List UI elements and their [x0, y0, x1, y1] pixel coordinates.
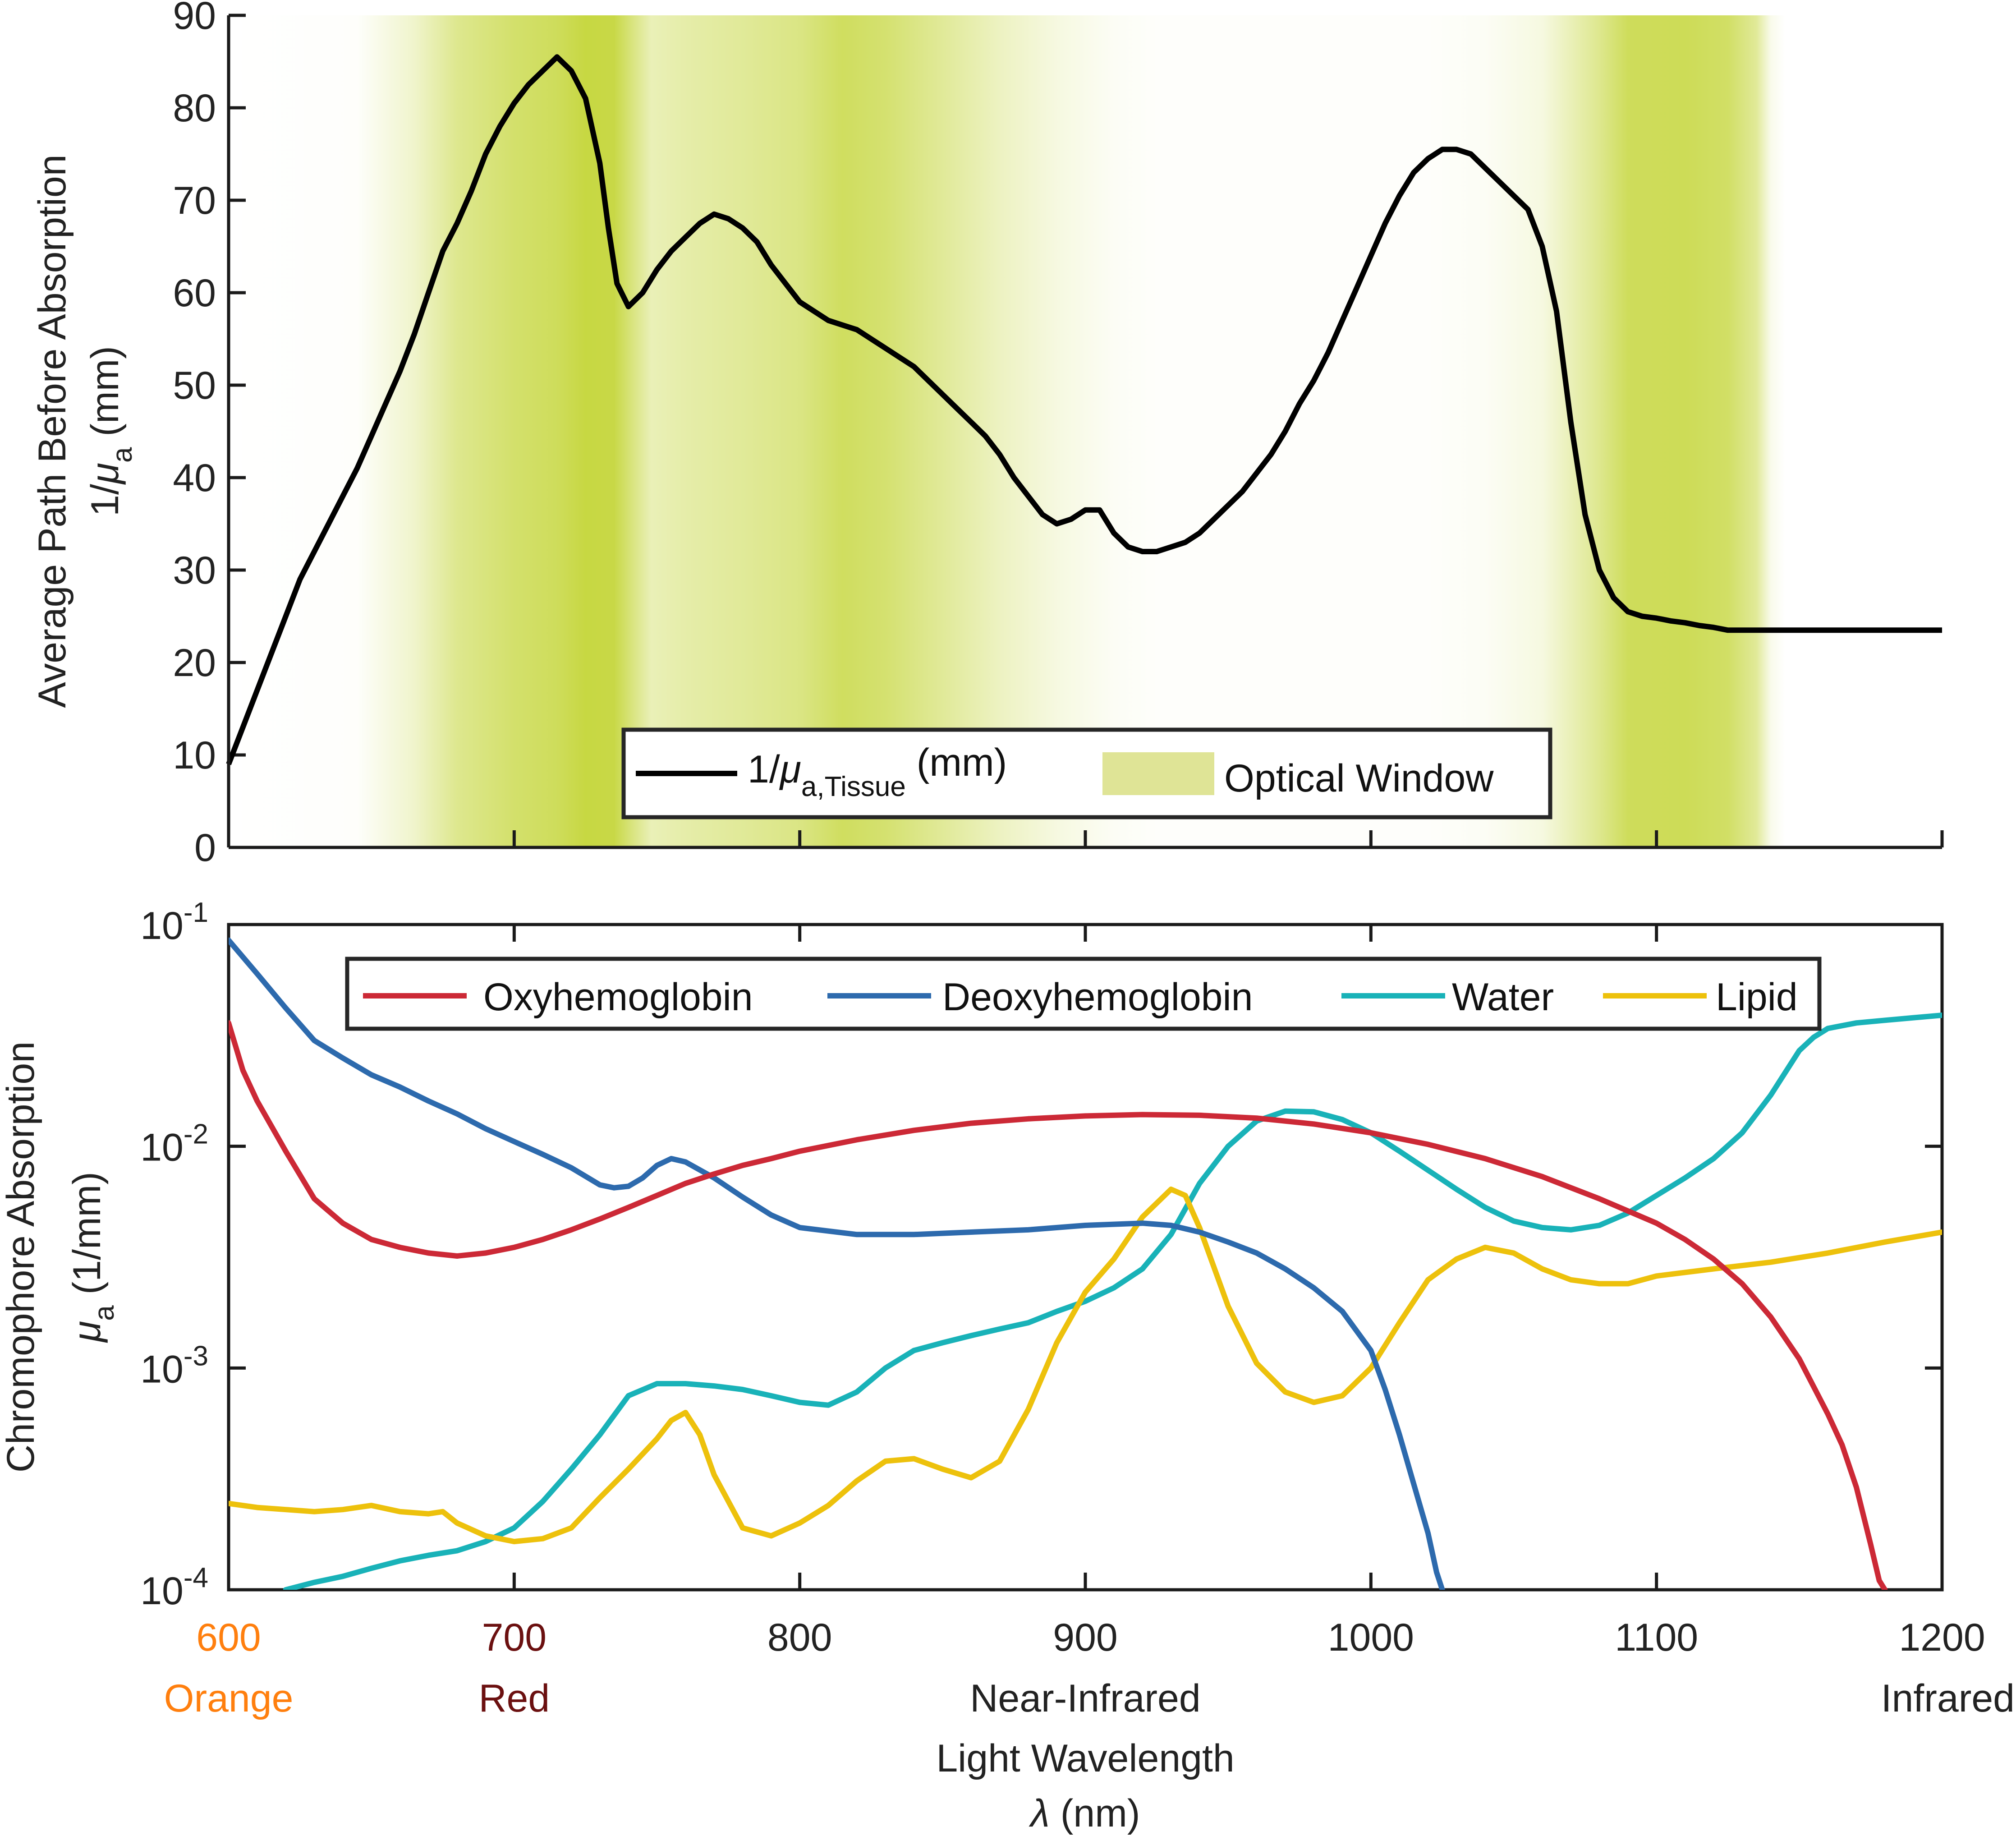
bottom-y-tick-label: 10-1 [140, 897, 208, 948]
legend-oxy-label: Oxyhemoglobin [483, 976, 753, 1019]
legend-water-label: Water [1452, 976, 1554, 1019]
top-y-tick-label: 60 [173, 271, 216, 315]
legend-tissue-label: 1/μa,Tissue (mm) [748, 741, 1007, 802]
xlabel-suffix: (nm) [1050, 1792, 1140, 1835]
top-legend-box [621, 727, 1552, 819]
bottom-y-tick-label: 10-2 [140, 1119, 208, 1169]
spectral-region-labels: Orange Red Near-Infrared Infrared [164, 1677, 2015, 1720]
x-tick-label: 900 [1053, 1616, 1118, 1659]
x-axis-title: Light Wavelength [936, 1737, 1234, 1780]
lipid-line [229, 1187, 1942, 1545]
bottom-x-tick-labels: 600 700 800 900 1000 1100 1200 [196, 1616, 1985, 1659]
top-y-tick-label: 20 [173, 641, 216, 685]
legend-window-label: Optical Window [1224, 757, 1494, 800]
x-tick-label: 700 [482, 1616, 547, 1659]
bottom-y-tick-labels: 10-410-310-210-1 [140, 897, 208, 1613]
bottom-legend-box [345, 957, 1822, 1031]
legend-window-swatch [1102, 752, 1214, 795]
bottom-legend: Oxyhemoglobin Deoxyhemoglobin Water Lipi… [345, 957, 1822, 1031]
chromophore-series [229, 937, 1942, 1590]
tick-exponent: -3 [184, 1340, 208, 1371]
bottom-y-axis-title: Chromophore Absorption [0, 1041, 42, 1472]
bottom-ylabel-mu: μ [65, 1321, 109, 1343]
tick-base: 10 [140, 904, 184, 948]
legend-lipid-label: Lipid [1716, 976, 1798, 1019]
top-y-tick-label: 30 [173, 549, 216, 592]
optical-window-band [229, 15, 1942, 847]
tick-base: 10 [140, 1569, 184, 1613]
top-y-tick-label: 70 [173, 179, 216, 222]
deoxyhemoglobin-line [229, 937, 1445, 1590]
top-y-axis-title: Average Path Before Absorption [31, 154, 74, 708]
oxyhemoglobin-line [229, 1020, 1888, 1590]
tick-exponent: -1 [184, 897, 208, 928]
top-ylabel-mu: μ [83, 463, 127, 485]
bottom-y-axis-title-unit: μa (1/mm) [65, 1172, 120, 1343]
top-y-tick-label: 90 [173, 0, 216, 37]
top-axis-ticks [229, 14, 1944, 849]
top-y-tick-labels: 0 10 20 30 40 50 60 70 80 90 [173, 0, 216, 870]
x-tick-label: 1200 [1899, 1616, 1985, 1659]
top-ylabel-prefix: 1/ [83, 484, 127, 516]
x-tick-label: 600 [196, 1616, 261, 1659]
legend-tissue-sub: a,Tissue [801, 771, 906, 802]
bottom-y-tick-label: 10-4 [140, 1562, 208, 1613]
top-y-tick-label: 40 [173, 456, 216, 500]
bottom-ylabel-suffix: (1/mm) [65, 1172, 109, 1305]
bottom-y-tick-label: 10-3 [140, 1340, 208, 1391]
legend-deoxy-label: Deoxyhemoglobin [942, 976, 1253, 1019]
tick-base: 10 [140, 1126, 184, 1169]
tick-base: 10 [140, 1348, 184, 1391]
top-y-tick-label: 50 [173, 364, 216, 407]
x-tick-label: 1100 [1615, 1616, 1698, 1659]
top-y-tick-label: 0 [194, 826, 216, 870]
water-line [283, 1012, 1942, 1590]
legend-tissue-mu: μ [779, 748, 801, 791]
top-y-tick-label: 80 [173, 87, 216, 130]
region-label: Red [478, 1677, 550, 1720]
x-tick-label: 1000 [1328, 1616, 1414, 1659]
tissue-path-line [226, 54, 1942, 765]
bottom-ylabel-sub: a [89, 1305, 120, 1321]
region-label: Orange [164, 1677, 294, 1720]
x-tick-label: 800 [767, 1616, 832, 1659]
xlabel-lambda: λ [1029, 1792, 1050, 1835]
tick-exponent: -4 [184, 1562, 208, 1593]
top-y-axis-title-unit: 1/μa (mm) [83, 346, 138, 516]
top-ylabel-sub: a [107, 447, 138, 463]
tick-exponent: -2 [184, 1119, 208, 1150]
bottom-chart: 10-410-310-210-1 600 700 800 900 1000 1100 120… [0, 897, 2015, 1835]
top-ylabel-suffix: (mm) [83, 346, 127, 447]
region-label: Near-Infrared [970, 1677, 1200, 1720]
legend-tissue-prefix: 1/ [748, 748, 780, 791]
legend-tissue-suffix: (mm) [906, 741, 1007, 784]
bottom-plot-frame [227, 923, 1944, 1592]
top-legend: 1/μa,Tissue (mm) Optical Window [621, 727, 1552, 819]
x-axis-title-unit: λ (nm) [1029, 1792, 1140, 1835]
region-label: Infrared [1881, 1677, 2015, 1720]
top-y-tick-label: 10 [173, 734, 216, 777]
